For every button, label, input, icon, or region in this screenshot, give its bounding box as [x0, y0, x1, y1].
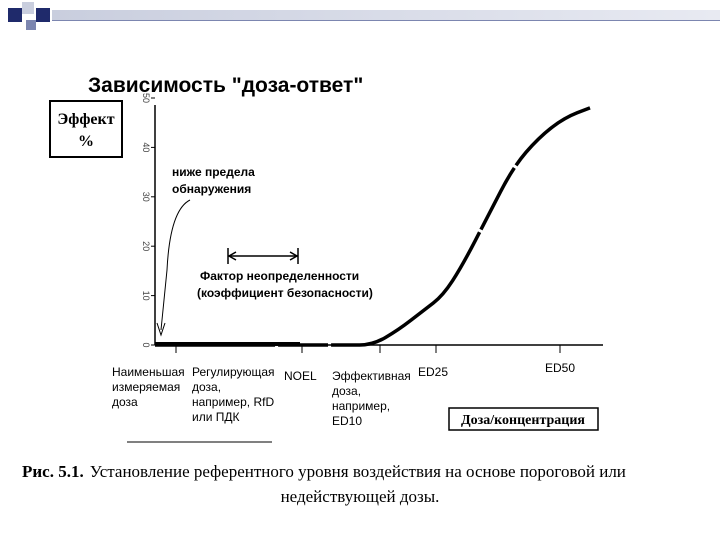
y-tick-label: 30	[141, 192, 151, 202]
uncertainty-arrow-right-icon	[289, 251, 299, 261]
x-tick-label: NOEL	[284, 369, 317, 383]
x-tick-label: доза,	[332, 384, 361, 398]
y-ticks: 0 10 20 30 40 50	[141, 93, 155, 348]
caption-text1: Установление референтного уровня воздейс…	[90, 462, 626, 481]
x-tick-label: ED10	[332, 414, 362, 428]
x-tick-label: ED25	[418, 365, 448, 379]
y-tick-label: 40	[141, 142, 151, 152]
x-tick-label: Наименьшая	[112, 365, 185, 379]
x-tick-label: доза	[112, 395, 138, 409]
y-tick-label: 20	[141, 241, 151, 251]
detection-arrow-icon	[156, 322, 166, 337]
y-tick-label: 50	[141, 93, 151, 103]
x-tick-label: измеряемая	[112, 380, 180, 394]
caption-label: Рис. 5.1.	[22, 462, 84, 481]
x-ticks: НаименьшаяизмеряемаядозаРегулирующаядоза…	[112, 345, 575, 428]
chart-title: Зависимость "доза-ответ"	[88, 74, 363, 97]
x-tick-label: доза,	[192, 380, 221, 394]
y-tick-label: 0	[141, 342, 151, 347]
slide-decoration	[0, 0, 720, 40]
annot-uncertainty-line2: (коэффициент безопасности)	[197, 286, 373, 300]
deco-bar-line	[52, 20, 720, 21]
uncertainty-arrow-left-icon	[227, 251, 237, 261]
x-tick-label: Регулирующая	[192, 365, 275, 379]
xlabel: Доза/концентрация	[461, 413, 585, 428]
x-tick-label: ED50	[545, 361, 575, 375]
annot-detection-line1: ниже предела	[172, 165, 255, 179]
deco-bar	[52, 10, 720, 20]
x-tick-label: например,	[332, 399, 390, 413]
series-line	[154, 106, 591, 347]
y-tick-label: 10	[141, 291, 151, 301]
xlabel-box	[448, 407, 599, 431]
deco-square-dark	[8, 8, 22, 22]
x-tick-label: например, RfD	[192, 395, 274, 409]
deco-square-navy	[36, 8, 50, 22]
deco-square-mid	[26, 20, 36, 30]
caption-line2: недействующей дозы.	[281, 487, 440, 506]
caption-line1: Рис. 5.1. Установление референтного уровн…	[22, 462, 626, 481]
deco-square-light	[22, 2, 34, 14]
x-tick-label: Эффективная	[332, 369, 411, 383]
ylabel-line2: %	[78, 133, 94, 150]
annot-detection-line2: обнаружения	[172, 182, 251, 196]
ylabel-box	[49, 100, 123, 158]
annot-uncertainty-line1: Фактор неопределенности	[200, 269, 359, 283]
x-tick-label: или ПДК	[192, 410, 239, 424]
ylabel-line1: Эффект	[57, 111, 114, 128]
detection-leader	[160, 199, 191, 331]
